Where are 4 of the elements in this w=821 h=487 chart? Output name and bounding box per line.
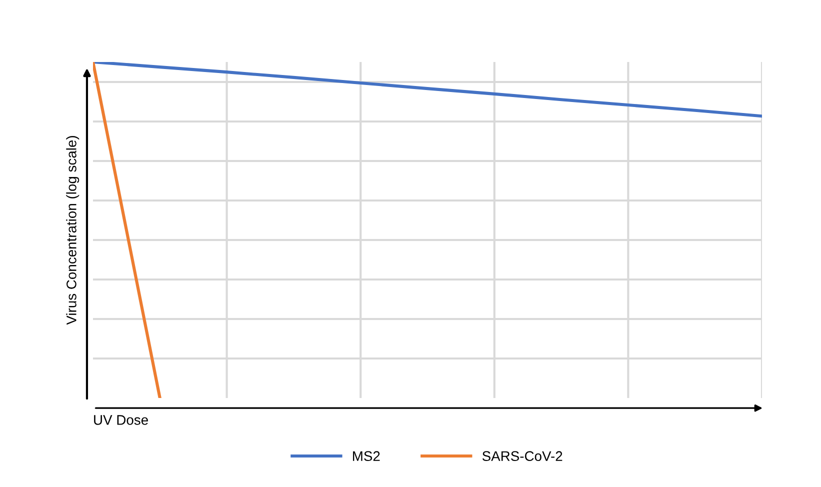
legend-label: SARS-CoV-2 [482,451,562,462]
x-axis-title: UV Dose [94,415,148,425]
legend-label: MS2 [353,451,380,462]
y-axis-title: Virus Concentration (log scale) [66,136,80,325]
